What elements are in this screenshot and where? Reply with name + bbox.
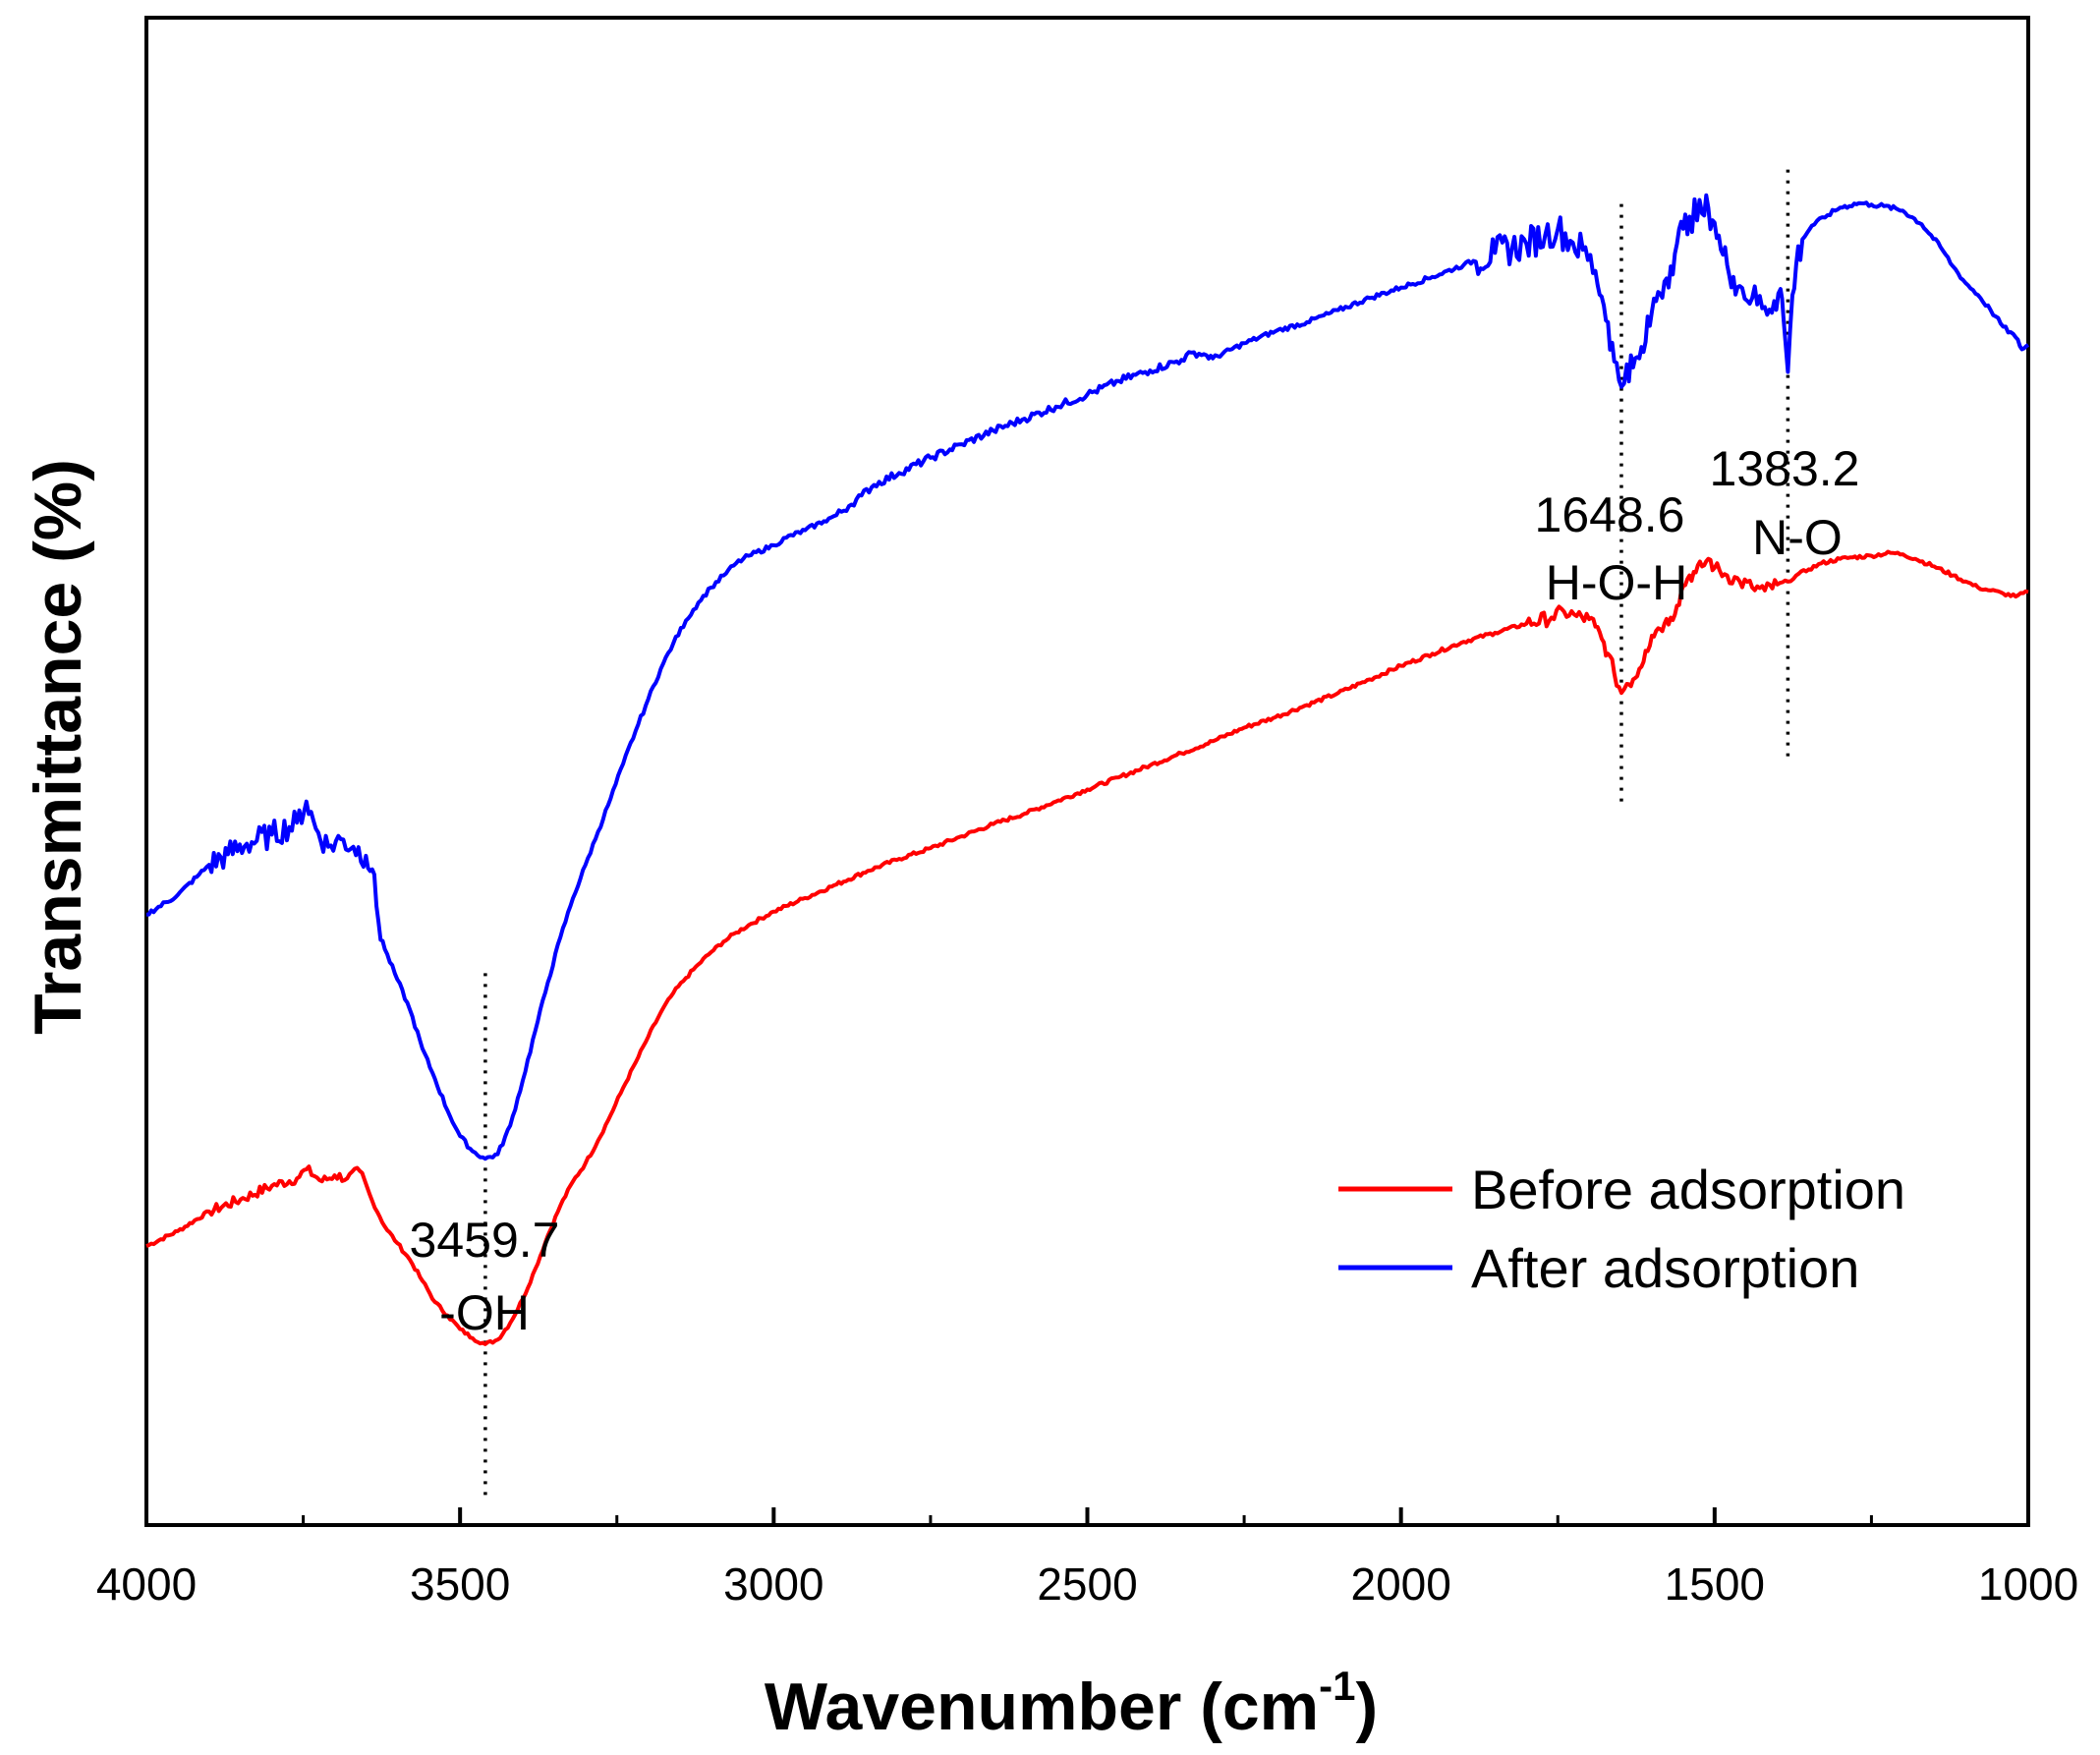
annotation-1648-value: 1648.6	[1535, 487, 1685, 542]
annotation-lines	[483, 168, 1790, 1496]
x-tick-label: 1000	[1978, 1558, 2078, 1610]
x-tick-label: 4000	[96, 1558, 197, 1610]
annotation-1383: 1383.2 N-O	[1710, 441, 1860, 565]
x-tick-label: 2000	[1350, 1558, 1450, 1610]
series-layer	[145, 193, 2030, 1346]
y-axis-title: Transmittance (%)	[21, 459, 95, 1035]
annotation-1383-label: N-O	[1752, 510, 1843, 565]
series-line-before	[145, 549, 2029, 1346]
annotation-1648-label: H-O-H	[1546, 555, 1687, 610]
annotation-1648: 1648.6 H-O-H	[1535, 487, 1688, 610]
x-axis-title-close: )	[1356, 1670, 1379, 1744]
annotation-3459-label: -OH	[439, 1285, 530, 1340]
annotation-3459-value: 3459.7	[410, 1213, 560, 1268]
annotation-1383-value: 1383.2	[1710, 441, 1860, 496]
x-tick-label: 1500	[1665, 1558, 1765, 1610]
x-tick-label: 3500	[410, 1558, 510, 1610]
annotation-3459: 3459.7 -OH	[410, 1213, 560, 1340]
x-tick-label: 2500	[1037, 1558, 1137, 1610]
series-line-after	[145, 193, 2030, 1161]
legend-label-after: After adsorption	[1471, 1237, 1859, 1299]
x-axis-title-superscript: -1	[1319, 1663, 1355, 1709]
x-axis-title-main: Wavenumber (cm	[765, 1670, 1319, 1744]
x-axis-title: Wavenumber (cm-1)	[765, 1663, 1378, 1744]
x-axis-ticks: 4000 3500 3000 2500 2000 1500 1000	[96, 1507, 2078, 1610]
legend: Before adsorption After adsorption	[1338, 1159, 1905, 1299]
legend-label-before: Before adsorption	[1471, 1159, 1905, 1220]
x-tick-label: 3000	[723, 1558, 823, 1610]
